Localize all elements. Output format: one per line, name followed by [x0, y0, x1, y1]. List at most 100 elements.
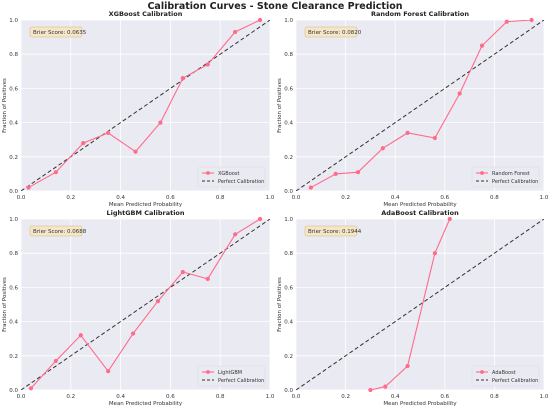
calibration-point	[308, 185, 313, 190]
brier-score-text: Brier Score: 0.0635	[33, 30, 87, 36]
calibration-point	[180, 76, 185, 81]
legend-label-model: XGBoost	[218, 171, 239, 177]
y-tick-label: 0.8	[284, 251, 293, 257]
y-tick-label: 0.6	[9, 285, 18, 291]
legend-marker-model	[206, 171, 210, 175]
legend-box	[471, 166, 540, 188]
x-tick-label: 0.6	[166, 195, 175, 201]
x-tick-label: 0.4	[391, 195, 400, 201]
subplot-title: XGBoost Calibration	[109, 10, 183, 18]
calibration-point	[457, 91, 462, 96]
x-tick-label: 0.0	[292, 394, 301, 400]
y-tick-label: 0.4	[9, 121, 18, 127]
calibration-point	[368, 387, 373, 393]
legend-label-perfect: Perfect Calibration	[492, 378, 538, 384]
calibration-point	[205, 276, 210, 281]
y-tick-label: 0.8	[284, 52, 293, 58]
subplot-title: Random Forest Calibration	[371, 10, 469, 18]
y-axis-label: Fraction of Positives	[2, 277, 8, 332]
chart-panel-3: 0.0 0.2 0.4 0.6 0.8 1.0 0.0 0.2 0.4 0.6 0.8 1.0 Ligh…	[2, 209, 275, 407]
legend-label-model: LightGBM	[218, 370, 242, 376]
brier-score-text: Brier Score: 0.0820	[308, 30, 362, 36]
calibration-curve	[28, 20, 261, 189]
brier-score-text: Brier Score: 0.1944	[308, 229, 362, 235]
perfect-calibration-line	[21, 20, 270, 191]
calibration-point	[81, 141, 86, 146]
legend-label-perfect: Perfect Calibration	[218, 378, 264, 384]
x-axis-label: Mean Predicted Probability	[109, 202, 183, 208]
calibration-point	[529, 17, 534, 23]
x-axis-label: Mean Predicted Probability	[383, 401, 457, 407]
y-tick-label: 0.0	[9, 388, 18, 394]
calibration-point	[257, 216, 263, 222]
perfect-calibration-line	[296, 219, 544, 390]
perfect-calibration-line	[21, 219, 270, 390]
calibration-point	[78, 333, 83, 338]
figure-title: Calibration Curves - Stone Clearance Pre…	[147, 1, 403, 12]
calibration-point	[133, 149, 138, 154]
x-tick-label: 0.6	[166, 394, 175, 400]
calibration-point	[447, 216, 452, 222]
chart-panel-2: 0.0 0.2 0.4 0.6 0.8 1.0 0.0 0.2 0.4 0.6 0.8 1.0 Rand…	[277, 10, 549, 208]
y-tick-label: 1.0	[284, 18, 293, 24]
legend-label-model: Random Forest	[492, 171, 530, 177]
legend-marker-model	[480, 370, 484, 374]
y-tick-label: 0.8	[9, 52, 18, 58]
x-tick-label: 1.0	[266, 394, 275, 400]
legend-label-model: AdaBoost	[492, 370, 516, 376]
legend-label-perfect: Perfect Calibration	[492, 179, 538, 185]
calibration-point	[432, 251, 437, 256]
y-tick-label: 0.0	[9, 189, 18, 195]
calibration-point	[106, 369, 111, 374]
x-axis-label: Mean Predicted Probability	[109, 401, 183, 407]
y-tick-label: 0.6	[284, 86, 293, 92]
calibration-point	[205, 62, 210, 67]
brier-score-box	[29, 26, 83, 38]
calibration-point	[405, 363, 410, 369]
y-tick-label: 1.0	[284, 217, 293, 223]
brier-score-box	[304, 26, 358, 38]
x-tick-label: 0.0	[17, 195, 26, 201]
y-tick-label: 1.0	[9, 18, 18, 24]
brier-score-box	[29, 225, 83, 237]
x-tick-label: 0.0	[17, 394, 26, 400]
subplot-title: LightGBM Calibration	[106, 209, 184, 217]
brier-score-box	[304, 225, 358, 237]
perfect-calibration-line	[296, 20, 544, 191]
y-tick-label: 0.4	[9, 320, 18, 326]
x-tick-label: 0.8	[490, 195, 499, 201]
x-tick-label: 0.8	[216, 195, 225, 201]
calibration-point	[504, 19, 509, 24]
y-tick-label: 0.4	[284, 320, 293, 326]
y-tick-label: 0.0	[284, 189, 293, 195]
x-tick-label: 0.2	[341, 195, 350, 201]
calibration-point	[106, 130, 111, 135]
y-tick-label: 1.0	[9, 217, 18, 223]
calibration-point	[355, 170, 361, 175]
x-tick-label: 0.8	[490, 394, 499, 400]
calibration-point	[155, 298, 161, 304]
calibration-point	[233, 232, 238, 237]
y-axis-label: Fraction of Positives	[277, 277, 283, 332]
x-tick-label: 0.6	[440, 394, 449, 400]
y-tick-label: 0.8	[9, 251, 18, 257]
chart-panel-4: 0.0 0.2 0.4 0.6 0.8 1.0 0.0 0.2 0.4 0.6 0.8 1.0 AdaB…	[277, 209, 549, 407]
y-tick-label: 0.2	[284, 354, 293, 360]
calibration-point	[380, 146, 385, 151]
legend-label-perfect: Perfect Calibration	[218, 179, 264, 185]
legend-box	[197, 365, 266, 387]
y-tick-label: 0.2	[284, 155, 293, 161]
calibration-point	[28, 386, 34, 391]
x-tick-label: 0.2	[66, 394, 75, 400]
calibration-point	[405, 130, 410, 135]
x-tick-label: 0.0	[292, 195, 301, 201]
x-tick-label: 0.6	[440, 195, 449, 201]
chart-panel-1: 0.0 0.2 0.4 0.6 0.8 1.0 0.0 0.2 0.4 0.6 0.8 1.0 XGBo…	[2, 10, 275, 208]
y-tick-label: 0.2	[9, 155, 18, 161]
calibration-point	[233, 29, 238, 35]
calibration-point	[432, 135, 437, 141]
calibration-point	[479, 43, 485, 48]
calibration-point	[53, 358, 58, 364]
calibration-point	[333, 171, 338, 176]
y-tick-label: 0.0	[284, 388, 293, 394]
